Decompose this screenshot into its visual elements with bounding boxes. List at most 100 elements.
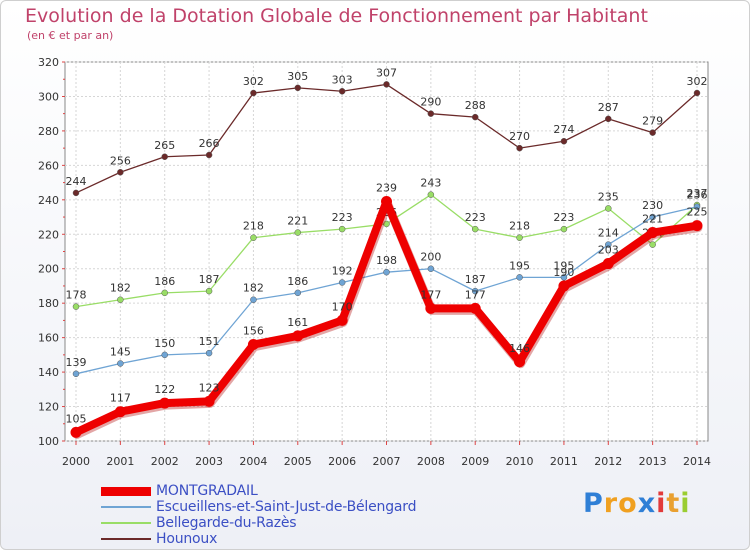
data-label: 221 <box>287 215 308 228</box>
legend-swatch <box>101 538 151 540</box>
logo-letter: P <box>583 488 604 519</box>
data-point <box>338 279 346 286</box>
data-point <box>427 191 435 198</box>
data-point <box>117 296 124 303</box>
data-label: 243 <box>420 177 441 190</box>
data-label: 186 <box>287 275 308 288</box>
data-label: 223 <box>465 211 486 224</box>
data-point <box>205 287 213 295</box>
data-label: 151 <box>199 335 220 348</box>
data-label: 186 <box>154 275 175 288</box>
data-label: 182 <box>243 282 264 295</box>
x-tick-label: 2014 <box>683 455 711 468</box>
data-point <box>514 356 526 368</box>
x-tick-label: 2006 <box>328 455 356 468</box>
data-label: 187 <box>199 273 220 286</box>
y-tick-label: 260 <box>38 159 59 172</box>
x-tick-label: 2009 <box>461 455 489 468</box>
data-point <box>469 302 481 314</box>
x-tick-label: 2008 <box>417 455 445 468</box>
data-label: 117 <box>110 392 131 405</box>
legend-swatch <box>101 506 151 508</box>
legend-item: Escueillens-et-Saint-Just-de-Bélengard <box>101 499 416 515</box>
y-tick-label: 100 <box>38 435 59 448</box>
data-point <box>602 258 614 270</box>
data-point <box>693 89 701 97</box>
data-point <box>294 84 302 92</box>
data-label: 270 <box>509 130 530 143</box>
legend-label: Bellegarde-du-Razès <box>156 515 297 531</box>
data-label: 187 <box>465 273 486 286</box>
data-label: 288 <box>465 99 486 112</box>
data-point <box>161 351 168 359</box>
data-point <box>516 144 523 152</box>
logo-letter: i <box>656 488 667 519</box>
x-tick-label: 2010 <box>506 455 534 468</box>
legend-label: Escueillens-et-Saint-Just-de-Bélengard <box>156 499 417 515</box>
data-label: 236 <box>687 189 708 202</box>
y-tick-label: 160 <box>38 332 59 345</box>
data-label: 302 <box>243 75 264 88</box>
y-tick-label: 220 <box>38 228 59 241</box>
data-point <box>117 169 124 176</box>
y-tick-label: 320 <box>38 56 59 69</box>
x-tick-label: 2005 <box>284 455 312 468</box>
data-point <box>471 287 479 295</box>
chart-title: Evolution de la Dotation Globale de Fonc… <box>25 5 648 27</box>
legend-label: MONTGRADAIL <box>156 483 258 499</box>
data-point <box>605 205 612 212</box>
data-label: 105 <box>66 412 87 425</box>
data-point <box>159 397 171 409</box>
data-label: 303 <box>332 73 353 86</box>
data-point <box>114 406 126 418</box>
data-label: 218 <box>243 220 264 233</box>
y-tick-label: 120 <box>38 401 59 414</box>
x-tick-label: 2002 <box>151 455 179 468</box>
data-point <box>560 274 568 281</box>
data-label: 214 <box>598 227 619 240</box>
data-point <box>383 220 390 228</box>
data-label: 279 <box>642 115 663 128</box>
data-label: 178 <box>66 289 87 302</box>
chart-legend: MONTGRADAIL Escueillens-et-Saint-Just-de-… <box>101 483 416 547</box>
data-label: 235 <box>598 190 619 203</box>
data-label: 195 <box>509 259 530 272</box>
legend-swatch <box>101 522 151 524</box>
data-label: 239 <box>376 182 397 195</box>
data-label: 190 <box>553 266 574 279</box>
data-label: 177 <box>420 288 441 301</box>
data-label: 195 <box>553 259 574 272</box>
data-label: 156 <box>243 325 264 338</box>
x-tick-label: 2012 <box>594 455 622 468</box>
data-point <box>516 234 523 241</box>
x-tick-label: 2000 <box>62 455 90 468</box>
data-point <box>471 113 479 121</box>
data-point <box>427 265 435 272</box>
data-point <box>161 289 168 297</box>
data-point <box>117 360 124 367</box>
data-label: 265 <box>154 139 175 152</box>
data-point <box>294 229 302 236</box>
data-point <box>292 330 304 342</box>
proxiti-logo: Proxiti <box>583 488 691 519</box>
data-label: 237 <box>687 187 708 200</box>
y-tick-label: 280 <box>38 125 59 138</box>
logo-letter: i <box>680 488 691 519</box>
data-point <box>605 115 612 123</box>
data-label: 223 <box>332 211 353 224</box>
data-point <box>647 227 659 239</box>
data-label: 287 <box>598 101 619 114</box>
data-point <box>560 137 568 145</box>
legend-item: Bellegarde-du-Razès <box>101 515 416 531</box>
data-point <box>516 274 523 281</box>
data-label: 290 <box>420 96 441 109</box>
data-point <box>338 88 346 95</box>
data-label: 256 <box>110 154 131 167</box>
legend-item: MONTGRADAIL <box>101 483 416 499</box>
data-label: 123 <box>199 381 220 394</box>
data-label: 221 <box>642 213 663 226</box>
data-label: 150 <box>154 337 175 350</box>
data-point <box>338 225 346 233</box>
data-point <box>294 289 302 297</box>
data-point <box>691 220 703 232</box>
